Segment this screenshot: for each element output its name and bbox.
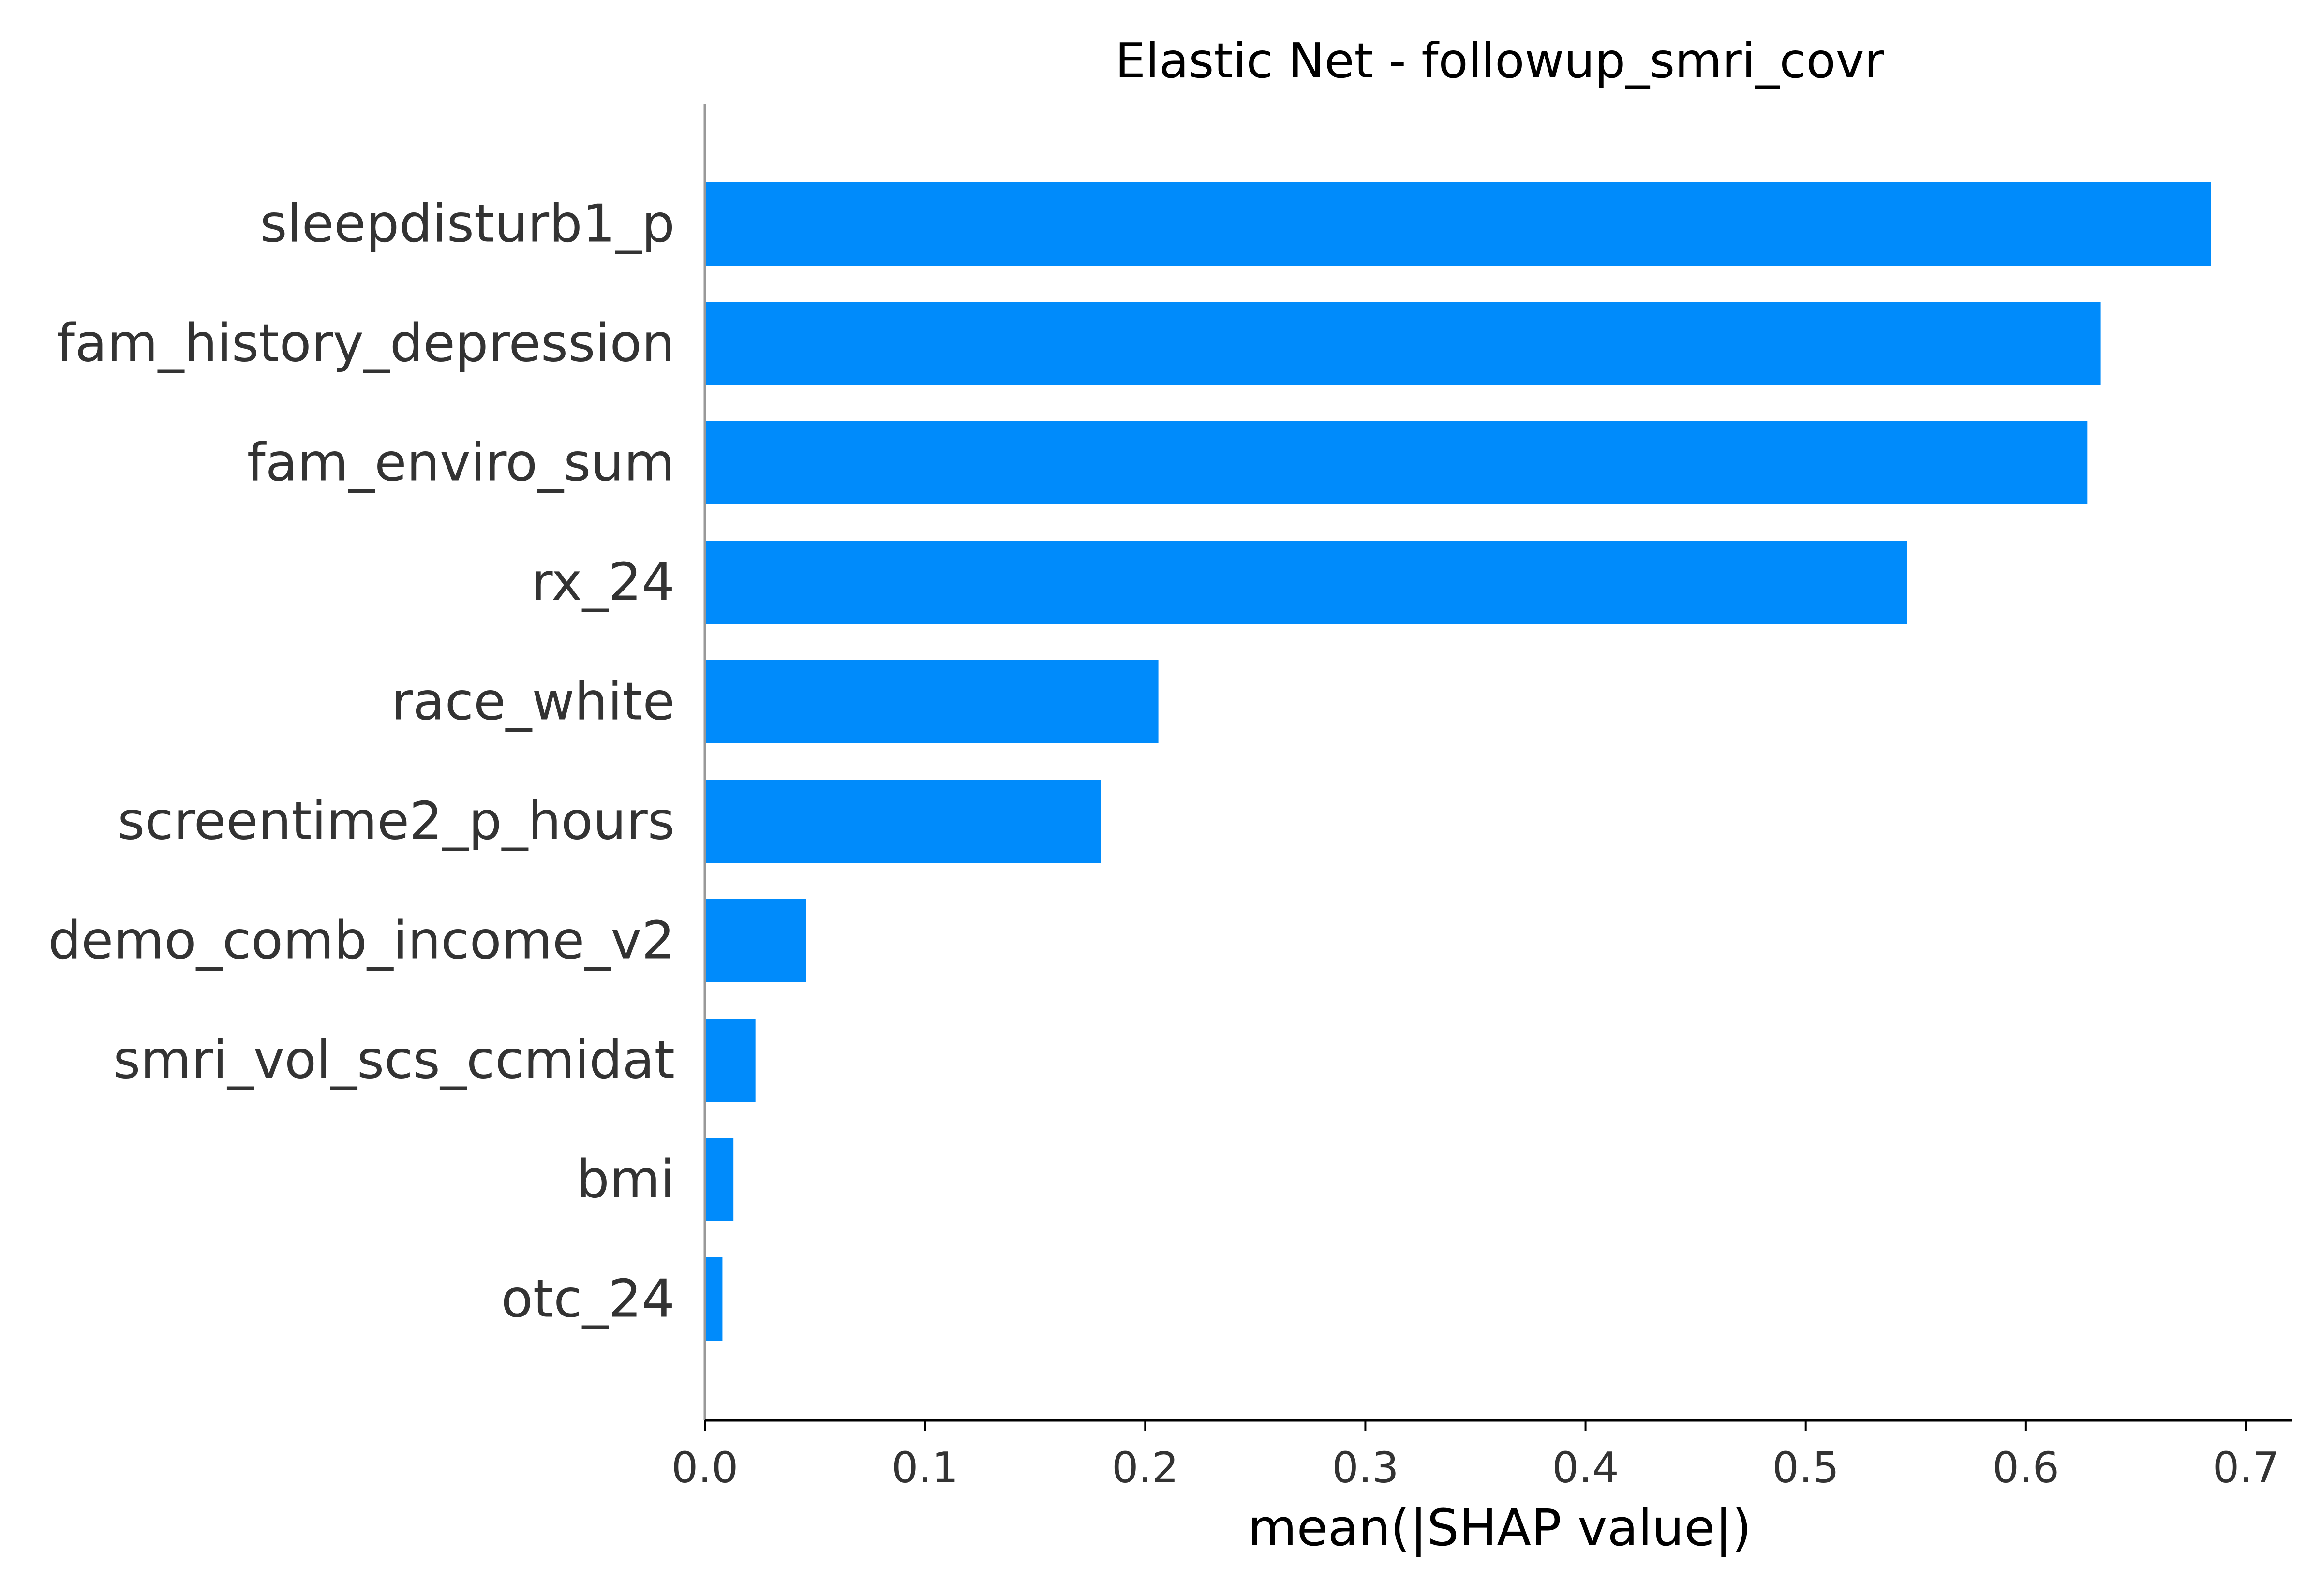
bar-sleepdisturb1_p [705,182,2211,266]
bar-fam_history_depression [705,302,2101,385]
category-label: fam_enviro_sum [247,433,675,493]
x-tick-label: 0.6 [1993,1443,2059,1493]
bar-rx_24 [705,541,1907,624]
category-label: demo_comb_income_v2 [48,911,675,971]
x-tick-label: 0.3 [1332,1443,1399,1493]
x-tick-label: 0.7 [2213,1443,2279,1493]
category-label: sleepdisturb1_p [260,194,675,254]
category-label: rx_24 [531,552,675,613]
category-label: screentime2_p_hours [118,791,675,852]
category-label: bmi [576,1150,675,1210]
x-tick-label: 0.1 [892,1443,958,1493]
category-label: smri_vol_scs_ccmidat [113,1030,675,1091]
bar-race_white [705,660,1159,743]
category-label: fam_history_depression [57,313,675,374]
x-ticks-group: 0.0 0.1 0.2 0.3 0.4 0.5 0.6 0.7 [671,1420,2279,1493]
x-axis-label: mean(|SHAP value|) [1248,1498,1751,1557]
category-labels-group: sleepdisturb1_p fam_history_depressionfam… [48,194,675,1330]
category-label: otc_24 [501,1269,675,1330]
bar-demo_comb_income_v2 [705,899,806,982]
x-tick-label: 0.2 [1112,1443,1178,1493]
bar-bmi [705,1138,734,1221]
chart-title: Elastic Net - followup_smri_covr [1115,32,1885,89]
bars-group [705,182,2211,1341]
x-tick-label: 0.0 [671,1443,738,1493]
bar-screentime2_p_hours [705,780,1101,863]
x-tick-label: 0.4 [1552,1443,1619,1493]
bar-smri_vol_scs_ccmidat [705,1019,756,1102]
bar-otc_24 [705,1257,723,1341]
category-label: race_white [391,672,675,732]
x-tick-label: 0.5 [1772,1443,1839,1493]
bar-fam_enviro_sum [705,421,2088,504]
